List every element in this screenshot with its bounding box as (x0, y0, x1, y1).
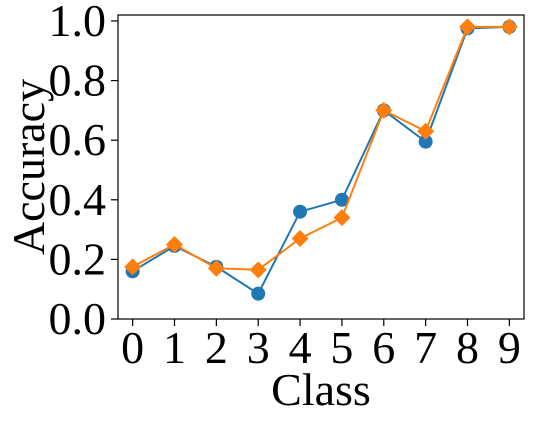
series-2-point (166, 235, 184, 253)
y-tick-label: 1.0 (49, 0, 107, 46)
series-2-point (333, 209, 351, 227)
y-tick-label: 0.6 (49, 114, 107, 165)
x-tick-label: 9 (498, 322, 521, 373)
series-2-point (124, 258, 142, 276)
series-2-point (458, 18, 476, 36)
series-1-point (293, 204, 308, 219)
series-2-point (249, 261, 267, 279)
x-tick-label: 3 (247, 322, 270, 373)
series-2-point (500, 18, 518, 36)
plot-marks (124, 18, 518, 301)
y-tick-label: 0.4 (49, 174, 107, 225)
series-2-point (207, 259, 225, 277)
y-axis-label: Accuracy (3, 79, 54, 255)
series-2-line (132, 25, 510, 271)
series-2-point (291, 230, 309, 248)
x-tick-label: 2 (205, 322, 228, 373)
y-tick-label: 0.0 (49, 293, 107, 344)
x-tick-label: 4 (289, 322, 312, 373)
x-tick-label: 7 (414, 322, 437, 373)
x-axis-label: Class (271, 364, 371, 415)
x-tick-label: 1 (163, 322, 186, 373)
y-tick-label: 0.2 (49, 233, 107, 284)
x-tick-label: 0 (121, 322, 144, 373)
x-tick-label: 5 (330, 322, 353, 373)
x-tick-label: 6 (372, 322, 395, 373)
y-tick-label: 0.8 (49, 55, 107, 106)
series-2-point (375, 101, 393, 119)
series-1-point (251, 286, 266, 301)
series-2-point (417, 122, 435, 140)
series-1-point (418, 134, 433, 149)
series-1-point (334, 192, 349, 207)
plot-frame (117, 14, 525, 320)
axis-ticks: 0.0 0.2 0.4 0.6 0.8 1.0 0 1 2 3 4 5 6 7 8 9 (49, 0, 521, 373)
x-tick-label: 8 (456, 322, 479, 373)
